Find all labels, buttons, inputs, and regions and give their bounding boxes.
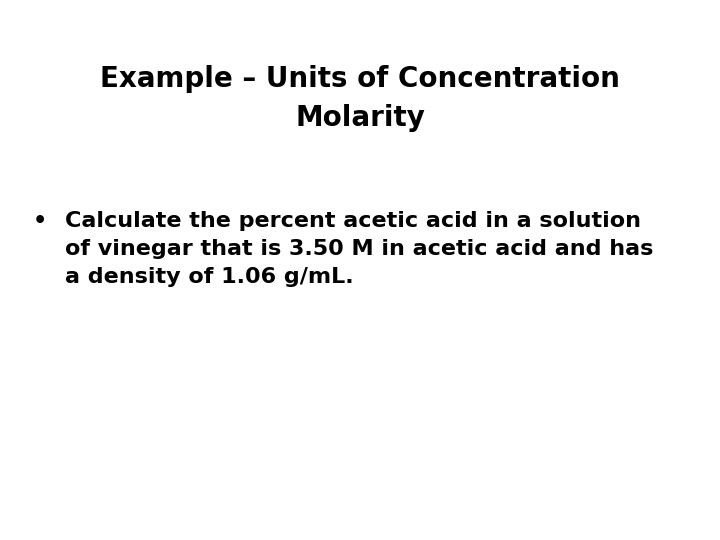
Text: Calculate the percent acetic acid in a solution
of vinegar that is 3.50 M in ace: Calculate the percent acetic acid in a s… bbox=[65, 211, 653, 287]
Text: •: • bbox=[32, 211, 47, 231]
Text: Example – Units of Concentration
Molarity: Example – Units of Concentration Molarit… bbox=[100, 65, 620, 132]
